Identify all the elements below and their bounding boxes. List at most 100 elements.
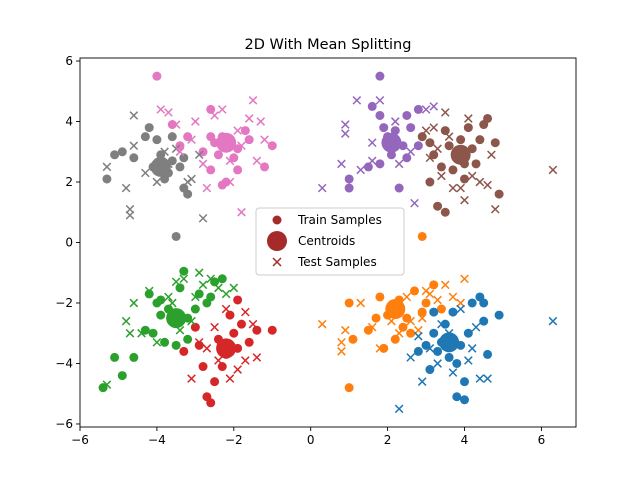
test-point xyxy=(390,117,400,126)
train-point xyxy=(413,104,423,114)
test-point xyxy=(217,105,227,114)
test-point xyxy=(467,344,477,353)
train-point xyxy=(344,174,354,184)
train-point xyxy=(467,298,477,308)
train-point xyxy=(452,392,462,402)
y-tick-label: 4 xyxy=(65,115,73,129)
train-point xyxy=(475,135,485,145)
train-point xyxy=(179,266,189,276)
test-point xyxy=(548,316,558,326)
test-point xyxy=(198,213,208,223)
train-point xyxy=(452,358,462,368)
train-point xyxy=(179,346,189,356)
train-point xyxy=(244,337,254,347)
test-point xyxy=(187,135,196,144)
test-point xyxy=(394,328,404,338)
test-point xyxy=(402,292,412,302)
train-point xyxy=(367,101,377,111)
test-point xyxy=(471,322,481,332)
test-point xyxy=(367,156,377,166)
train-point xyxy=(425,365,435,375)
train-point xyxy=(244,135,254,145)
train-point xyxy=(379,123,389,133)
legend-test-marker xyxy=(272,257,282,267)
test-point xyxy=(352,96,362,105)
train-point xyxy=(417,132,427,142)
test-point xyxy=(210,322,219,332)
test-point xyxy=(244,114,254,123)
test-point xyxy=(356,298,366,308)
train-point xyxy=(102,174,112,184)
test-point xyxy=(433,295,442,305)
x-tick-label: −4 xyxy=(148,433,166,447)
centroid-point xyxy=(450,144,471,165)
y-tick-label: −4 xyxy=(55,356,73,370)
train-point xyxy=(213,150,223,160)
test-point xyxy=(129,298,139,308)
test-point xyxy=(444,328,454,338)
chart-title: 2D With Mean Splitting xyxy=(245,37,412,53)
test-point xyxy=(460,195,469,205)
test-point xyxy=(440,108,450,117)
test-point xyxy=(421,126,431,135)
test-point xyxy=(425,153,435,163)
test-point xyxy=(337,347,346,356)
test-point xyxy=(214,356,223,365)
y-tick-label: −6 xyxy=(55,417,73,431)
test-point xyxy=(198,280,208,290)
x-tick-label: −2 xyxy=(225,433,243,447)
train-point xyxy=(436,162,446,172)
test-point xyxy=(194,150,204,160)
test-point xyxy=(129,141,139,151)
train-point xyxy=(371,313,381,323)
test-point xyxy=(406,316,415,326)
train-point xyxy=(344,298,354,308)
centroid-point xyxy=(385,299,406,320)
test-point xyxy=(421,105,431,114)
test-point xyxy=(456,304,465,314)
test-point xyxy=(125,328,135,338)
train-point xyxy=(225,310,235,320)
test-point xyxy=(152,337,162,347)
train-point xyxy=(417,231,427,241)
train-point xyxy=(410,286,420,296)
test-point xyxy=(202,183,212,193)
test-point xyxy=(375,96,385,105)
train-point xyxy=(459,174,469,184)
test-point xyxy=(425,344,435,353)
plot-area xyxy=(98,71,558,414)
train-point xyxy=(236,319,246,329)
train-point xyxy=(375,71,385,81)
legend-centroid-label: Centroids xyxy=(298,234,355,248)
test-point xyxy=(202,344,212,353)
train-point xyxy=(348,334,358,344)
test-point xyxy=(171,277,181,287)
test-point xyxy=(444,132,454,141)
test-point xyxy=(141,168,150,178)
train-point xyxy=(152,135,162,145)
test-point xyxy=(221,289,231,299)
train-point xyxy=(483,349,493,359)
train-point xyxy=(467,144,477,154)
test-point xyxy=(164,292,173,302)
test-point xyxy=(340,120,350,129)
train-point xyxy=(156,295,166,305)
test-point xyxy=(233,126,242,135)
test-point xyxy=(483,180,492,190)
test-point xyxy=(448,183,458,193)
test-point xyxy=(490,204,500,214)
test-point xyxy=(317,319,327,329)
train-point xyxy=(190,304,200,314)
train-point xyxy=(433,201,443,211)
train-point xyxy=(490,138,500,148)
train-point xyxy=(463,328,473,338)
test-point xyxy=(548,165,558,175)
axes: −6 −4 −2 0 2 4 6 −6 −4 −2 0 2 4 6 xyxy=(55,54,545,447)
test-point xyxy=(475,177,485,187)
train-point xyxy=(206,104,216,114)
train-point xyxy=(456,135,466,145)
train-point xyxy=(206,165,216,175)
test-point xyxy=(225,374,235,383)
centroid-point xyxy=(216,338,237,359)
test-point xyxy=(252,353,262,362)
